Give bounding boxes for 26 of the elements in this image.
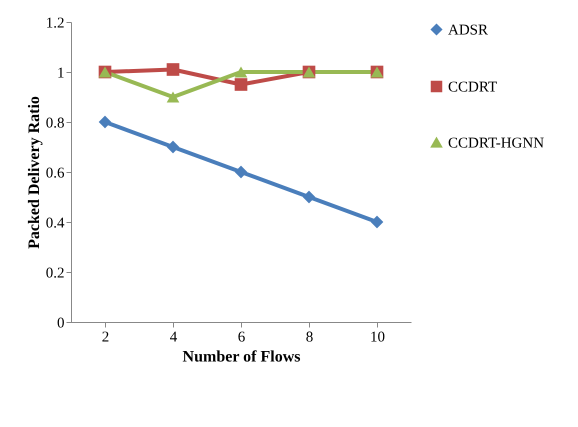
point [370,216,384,228]
x-tick-label: 8 [306,330,314,346]
y-tick-label: 1 [57,66,64,82]
point [302,190,316,204]
y-tick-label: 0 [57,316,64,332]
x-tick-label: 2 [102,330,110,346]
legend-label: CCDRT [448,80,498,96]
y-tick-label: 0.4 [46,216,65,232]
point [166,92,180,102]
point [166,140,180,154]
y-tick-label: 0.2 [46,266,64,282]
y-tick-label: 0.6 [46,166,65,182]
legend-label: ADSR [448,22,488,38]
point [234,78,248,91]
x-tick-label: 4 [170,330,178,346]
x-tick-label: 10 [370,330,385,346]
y-tick-label: 0.8 [46,116,64,132]
point [98,116,112,128]
x-tick-label: 6 [238,330,246,346]
y-axis-title: Packed Delivery Ratio [26,96,43,249]
point [234,166,248,178]
point [166,63,180,76]
y-tick-label: 1.2 [46,16,64,32]
x-axis-title: Number of Flows [182,348,300,366]
point [234,66,248,78]
legend-label: CCDRT-HGNN [448,136,544,152]
